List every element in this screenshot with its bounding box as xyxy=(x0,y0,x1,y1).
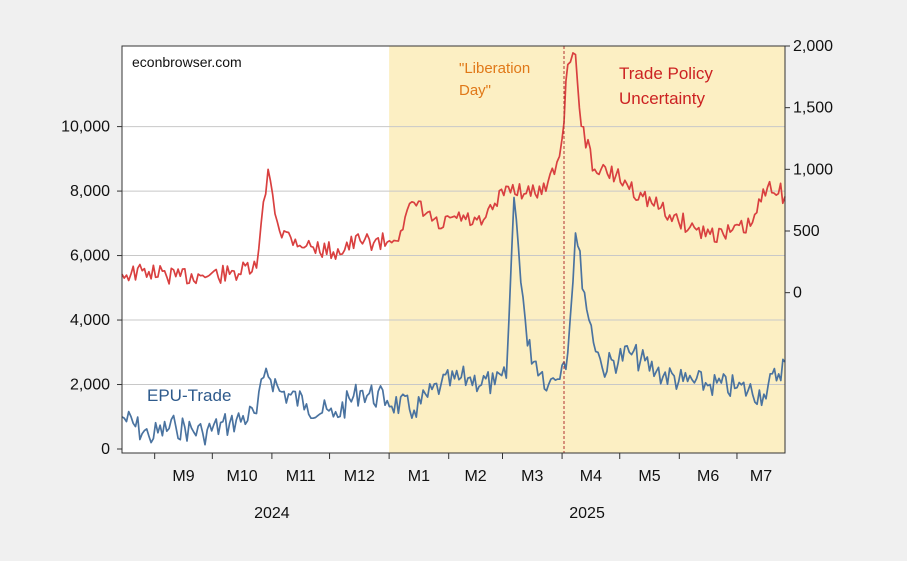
left-tick-label: 4,000 xyxy=(70,312,110,329)
month-label: M10 xyxy=(227,468,258,485)
epu-trade-line xyxy=(121,196,786,446)
right-tick-label: 500 xyxy=(793,223,820,240)
month-label: M4 xyxy=(580,468,602,485)
x-axis-year-labels: 2024 2025 xyxy=(254,505,605,522)
x-axis-ticks xyxy=(154,453,738,459)
left-tick-label: 8,000 xyxy=(70,183,110,200)
left-tick-label: 10,000 xyxy=(61,119,110,136)
left-tick-label: 2,000 xyxy=(70,377,110,394)
tpu-line xyxy=(121,52,786,285)
right-tick-label: 2,000 xyxy=(793,38,833,55)
month-label: M3 xyxy=(521,468,543,485)
x-axis-month-labels: M9 M10 M11 M12 M1 M2 M3 M4 M5 M6 M7 xyxy=(172,468,772,485)
tpu-series-label-line1: Trade Policy xyxy=(619,64,713,83)
plot-frame xyxy=(121,45,786,454)
right-axis-tick-labels: 0 500 1,000 1,500 2,000 xyxy=(785,38,833,302)
event-label-line2: Day" xyxy=(459,82,491,99)
gridlines xyxy=(122,126,785,386)
year-label: 2025 xyxy=(569,505,605,522)
month-label: M11 xyxy=(286,468,316,485)
month-label: M1 xyxy=(408,468,430,485)
shaded-period xyxy=(389,46,785,453)
left-axis-tick-labels: 0 2,000 4,000 6,000 8,000 10,000 xyxy=(61,119,122,458)
month-label: M9 xyxy=(172,468,194,485)
month-label: M12 xyxy=(344,468,375,485)
month-label: M5 xyxy=(638,468,660,485)
right-tick-label: 1,500 xyxy=(793,100,833,117)
event-label-line1: "Liberation xyxy=(459,60,530,77)
tpu-series-label-line2: Uncertainty xyxy=(619,89,705,108)
watermark-text: econbrowser.com xyxy=(132,54,242,70)
right-tick-label: 0 xyxy=(793,285,802,302)
series-group xyxy=(121,52,786,446)
left-tick-label: 0 xyxy=(101,441,110,458)
left-tick-label: 6,000 xyxy=(70,248,110,265)
month-label: M7 xyxy=(750,468,772,485)
month-label: M6 xyxy=(697,468,719,485)
epu-series-label: EPU-Trade xyxy=(147,386,231,405)
right-tick-label: 1,000 xyxy=(793,161,833,178)
year-label: 2024 xyxy=(254,505,290,522)
month-label: M2 xyxy=(464,468,486,485)
